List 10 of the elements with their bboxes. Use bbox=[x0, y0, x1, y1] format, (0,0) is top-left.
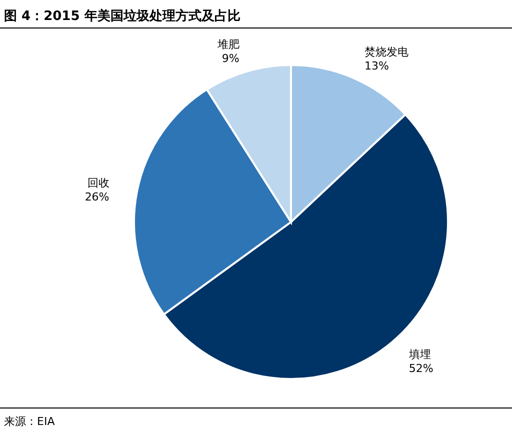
data-label: 9% bbox=[222, 52, 240, 66]
slice-label: 填埋 bbox=[408, 348, 431, 361]
slice-label: 回收 bbox=[87, 176, 110, 190]
slice-label: 堆肥 bbox=[216, 38, 240, 52]
data-label: 52% bbox=[408, 362, 434, 375]
slice-label: 焚烧发电 bbox=[364, 46, 408, 59]
source-note: 来源：EIA bbox=[4, 415, 56, 428]
data-label: 26% bbox=[84, 190, 110, 204]
data-label: 13% bbox=[364, 60, 389, 73]
chart-title: 图 4：2015 年美国垃圾处理方式及占比 bbox=[4, 8, 240, 24]
